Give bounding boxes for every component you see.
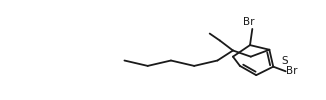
Text: Br: Br bbox=[287, 66, 298, 76]
Text: S: S bbox=[281, 56, 288, 66]
Text: Br: Br bbox=[243, 17, 254, 27]
